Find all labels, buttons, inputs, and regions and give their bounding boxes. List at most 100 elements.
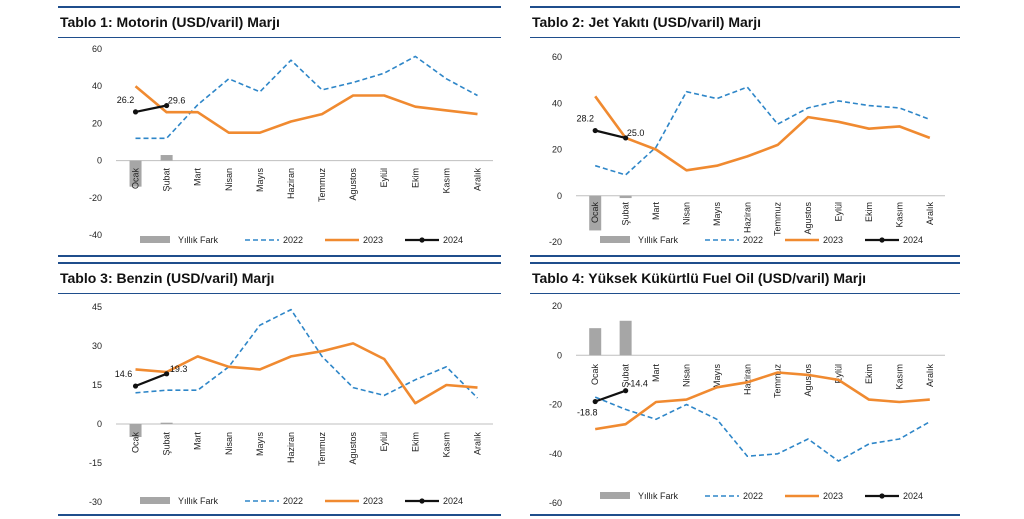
x-tick-label: Temmuz bbox=[317, 432, 327, 467]
chart-3: 45 30 15 0 -15 -30 Ocak Şubat Mart Nisan Mayıs Hazi… bbox=[89, 302, 493, 507]
chart-panel-1: Tablo 1: Motorin (USD/varil) Marjı 60 40 2… bbox=[58, 0, 501, 258]
x-tick-label: Mart bbox=[193, 432, 203, 450]
y-tick-label: -40 bbox=[549, 449, 562, 459]
legend-label: 2023 bbox=[823, 491, 843, 501]
point-2024 bbox=[592, 398, 598, 405]
x-tick-label: Ocak bbox=[131, 168, 141, 190]
point-2024 bbox=[592, 127, 598, 134]
bar-yillik-fark bbox=[619, 195, 632, 199]
y-tick-label: 20 bbox=[92, 118, 102, 128]
legend-label: 2023 bbox=[823, 235, 843, 245]
y-tick-label: 0 bbox=[97, 419, 102, 429]
x-tick-label: Kasım bbox=[894, 202, 904, 228]
chart-title: Tablo 2: Jet Yakıtı (USD/varil) Marjı bbox=[532, 14, 761, 30]
legend-marker-2024 bbox=[879, 237, 885, 243]
x-tick-label: Mart bbox=[193, 168, 203, 186]
legend-label: Yıllık Fark bbox=[178, 235, 219, 245]
x-tick-label: Temmuz bbox=[773, 364, 783, 399]
x-tick-label: Eylül bbox=[379, 432, 389, 452]
x-tick-label: Şubat bbox=[621, 202, 631, 226]
bar-yillik-fark bbox=[589, 195, 602, 231]
y-tick-label: -30 bbox=[89, 497, 102, 507]
x-tick-label: Agustos bbox=[348, 432, 358, 465]
y-tick-label: 20 bbox=[552, 301, 562, 311]
chart-panel-2: Tablo 2: Jet Yakıtı (USD/varil) Marjı 60… bbox=[530, 0, 960, 258]
legend-label: Yıllık Fark bbox=[638, 491, 679, 501]
series-line-2022 bbox=[135, 55, 478, 140]
legend-label: 2022 bbox=[743, 235, 763, 245]
series-line-2024 bbox=[594, 389, 626, 403]
panel-bottom-rule bbox=[530, 255, 960, 257]
data-label-2024: 14.6 bbox=[115, 369, 133, 379]
panel-bottom-rule bbox=[530, 514, 960, 516]
x-tick-label: Mayıs bbox=[255, 168, 265, 193]
legend-label: 2024 bbox=[903, 491, 923, 501]
chart-panel-3: Tablo 3: Benzin (USD/varil) Marjı 45 30 15… bbox=[58, 258, 501, 519]
series-line-2023 bbox=[134, 85, 478, 134]
bar-yillik-fark bbox=[619, 320, 632, 356]
legend-label: 2022 bbox=[743, 491, 763, 501]
x-tick-label: Mart bbox=[651, 364, 661, 382]
x-tick-label: Şubat bbox=[162, 432, 172, 456]
y-tick-label: 0 bbox=[97, 156, 102, 166]
y-tick-label: -20 bbox=[549, 400, 562, 410]
chart-4: 20 0 -20 -40 -60 Ocak Şubat Mart Nisan Mayıs Hazir… bbox=[549, 301, 945, 508]
x-tick-label: Ekim bbox=[864, 364, 874, 384]
y-tick-label: 15 bbox=[92, 380, 102, 390]
chart-panel-4: Tablo 4: Yüksek Kükürtlü Fuel Oil (USD/v… bbox=[530, 258, 960, 519]
x-tick-label: Şubat bbox=[162, 168, 172, 192]
x-tick-label: Ekim bbox=[864, 202, 874, 222]
y-tick-label: -40 bbox=[89, 230, 102, 240]
y-tick-label: 20 bbox=[552, 145, 562, 155]
series-line-2024 bbox=[135, 372, 168, 388]
y-tick-label: -60 bbox=[549, 498, 562, 508]
legend-label: 2024 bbox=[903, 235, 923, 245]
point-2024 bbox=[132, 383, 139, 389]
bar-yillik-fark bbox=[129, 424, 142, 437]
panel-title-rule bbox=[530, 293, 960, 294]
panel-bottom-rule bbox=[58, 255, 501, 257]
x-tick-label: Aralık bbox=[925, 202, 935, 226]
legend-swatch-yillik-fark bbox=[600, 492, 630, 499]
legend-marker-2024 bbox=[419, 237, 425, 243]
y-tick-label: -15 bbox=[89, 458, 102, 468]
point-2024 bbox=[164, 102, 170, 109]
x-tick-label: Agustos bbox=[803, 364, 813, 397]
data-label-2024: 26.2 bbox=[117, 95, 135, 105]
y-tick-label: 0 bbox=[557, 191, 562, 201]
legend-label: 2024 bbox=[443, 235, 463, 245]
series-line-2023 bbox=[135, 342, 478, 405]
series-line-2023 bbox=[594, 95, 931, 172]
legend-swatch-yillik-fark bbox=[600, 236, 630, 243]
legend-swatch-yillik-fark bbox=[140, 497, 170, 504]
data-label-2024: 25.0 bbox=[627, 128, 645, 138]
x-tick-label: Nisan bbox=[224, 168, 234, 191]
x-tick-label: Haziran bbox=[742, 364, 752, 395]
x-tick-label: Eylül bbox=[834, 364, 844, 384]
x-tick-label: Nisan bbox=[681, 202, 691, 225]
x-tick-label: Ekim bbox=[410, 432, 420, 452]
legend-label: Yıllık Fark bbox=[638, 235, 679, 245]
legend-label: Yıllık Fark bbox=[178, 496, 219, 506]
bar-yillik-fark bbox=[589, 328, 602, 356]
panel-top-rule bbox=[58, 262, 501, 264]
series-line-2022 bbox=[594, 396, 931, 462]
panel-title-rule bbox=[58, 37, 501, 38]
x-tick-label: Nisan bbox=[224, 432, 234, 455]
panel-title-rule bbox=[58, 293, 501, 294]
panel-top-rule bbox=[530, 262, 960, 264]
point-2024 bbox=[623, 388, 629, 394]
x-tick-label: Ocak bbox=[590, 364, 600, 386]
x-tick-label: Haziran bbox=[286, 168, 296, 199]
series-line-2024 bbox=[594, 129, 626, 139]
x-tick-label: Eylül bbox=[834, 202, 844, 222]
x-tick-label: Temmuz bbox=[773, 202, 783, 237]
legend-label: 2023 bbox=[363, 496, 383, 506]
x-tick-label: Agustos bbox=[348, 168, 358, 201]
point-2024 bbox=[132, 109, 139, 115]
y-tick-label: 60 bbox=[92, 44, 102, 54]
y-tick-label: 45 bbox=[92, 302, 102, 312]
data-label-2024: 29.6 bbox=[168, 96, 186, 106]
bar-yillik-fark bbox=[129, 160, 142, 187]
x-tick-label: Mayıs bbox=[255, 432, 265, 457]
